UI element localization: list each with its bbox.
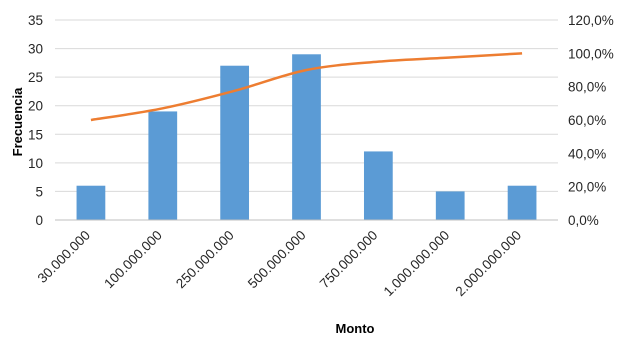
y-tick-label: 35: [28, 13, 43, 28]
x-tick-label: 250.000.000: [173, 228, 237, 292]
y-tick-label: 25: [28, 70, 43, 85]
bar: [363, 151, 393, 220]
x-tick-label: 30.000.000: [35, 228, 93, 286]
x-tick-label: 750.000.000: [317, 228, 381, 292]
x-axis-title: Monto: [336, 321, 375, 336]
y2-tick-label: 80,0%: [568, 80, 606, 95]
y-tick-label: 15: [28, 127, 43, 142]
x-axis-ticks: 30.000.000 100.000.000 250.000.000 500.000.…: [35, 228, 525, 300]
bar: [148, 111, 178, 220]
right-axis-ticks: 0,0% 20,0% 40,0% 60,0% 80,0% 100,0% 120,0%: [568, 13, 614, 228]
y-tick-label: 10: [28, 156, 43, 171]
y2-tick-label: 20,0%: [568, 180, 606, 195]
y-tick-label: 5: [35, 184, 43, 199]
y-tick-label: 30: [28, 42, 43, 57]
bar: [435, 191, 465, 220]
y2-tick-label: 0,0%: [568, 213, 599, 228]
y2-tick-label: 60,0%: [568, 113, 606, 128]
cumulative-line: [90, 52, 523, 122]
y-tick-label: 20: [28, 99, 43, 114]
x-tick-label: 2.000.000.000: [453, 228, 525, 300]
bar: [507, 185, 537, 220]
x-tick-label: 100.000.000: [101, 228, 165, 292]
bar-series: [76, 54, 537, 221]
y2-tick-label: 100,0%: [568, 46, 614, 61]
left-axis-ticks: 0 5 10 15 20 25 30 35: [28, 13, 43, 228]
cumulative-line-series: [90, 52, 523, 122]
y2-tick-label: 40,0%: [568, 146, 606, 161]
x-tick-label: 1.000.000.000: [381, 228, 453, 300]
y-axis-title: Frecuencia: [10, 87, 25, 156]
bar: [76, 185, 106, 220]
bar: [292, 54, 321, 221]
x-tick-label: 500.000.000: [245, 228, 309, 292]
y2-tick-label: 120,0%: [568, 13, 614, 28]
y-tick-label: 0: [35, 213, 43, 228]
